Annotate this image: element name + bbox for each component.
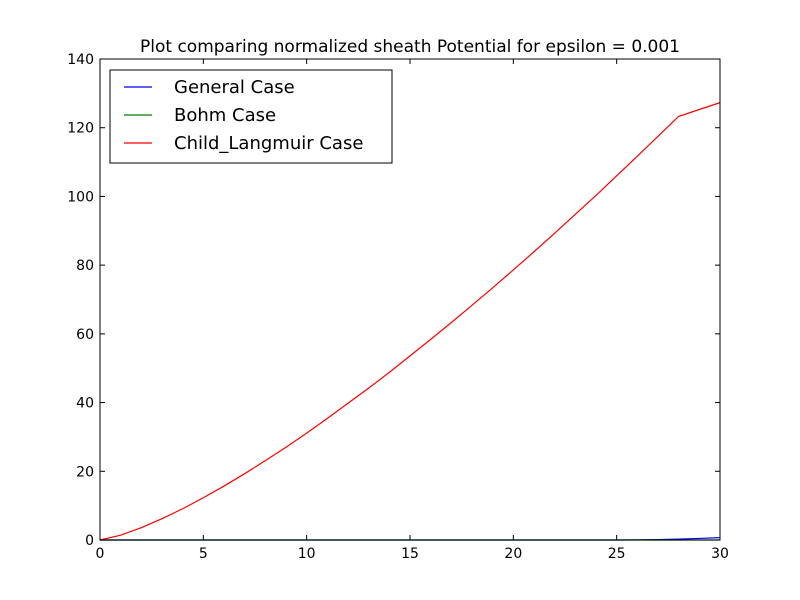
legend-label: Child_Langmuir Case — [174, 133, 363, 154]
y-tick-label: 60 — [76, 327, 94, 343]
y-tick-label: 0 — [85, 533, 94, 549]
legend-label: Bohm Case — [174, 105, 276, 126]
chart-title: Plot comparing normalized sheath Potenti… — [140, 37, 680, 57]
y-tick-label: 80 — [76, 258, 94, 274]
x-tick-label: 30 — [711, 546, 729, 562]
x-tick-label: 10 — [298, 546, 316, 562]
legend: General Case Bohm Case Child_Langmuir Case — [109, 69, 393, 164]
legend-label: General Case — [174, 77, 295, 98]
y-tick-label: 40 — [76, 396, 94, 412]
y-tick-label: 20 — [76, 464, 94, 480]
x-tick-label: 15 — [401, 546, 419, 562]
x-tick-label: 20 — [504, 546, 522, 562]
series-line-child-langmuir-case — [99, 102, 721, 541]
x-tick-label: 5 — [199, 546, 208, 562]
y-tick-label: 100 — [67, 189, 94, 205]
x-tick-label: 25 — [608, 546, 626, 562]
legend-box — [109, 69, 393, 164]
y-tick-label: 140 — [67, 52, 94, 68]
y-tick-label: 120 — [67, 121, 94, 137]
x-tick-label: 0 — [96, 546, 105, 562]
axis-ticks: 0 5 10 15 20 25 30 0 20 40 60 80 100 120 140 — [67, 52, 729, 562]
